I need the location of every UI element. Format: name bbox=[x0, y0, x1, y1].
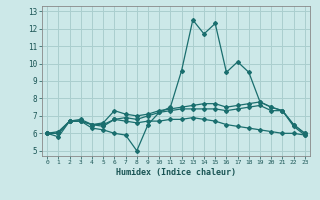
X-axis label: Humidex (Indice chaleur): Humidex (Indice chaleur) bbox=[116, 168, 236, 177]
